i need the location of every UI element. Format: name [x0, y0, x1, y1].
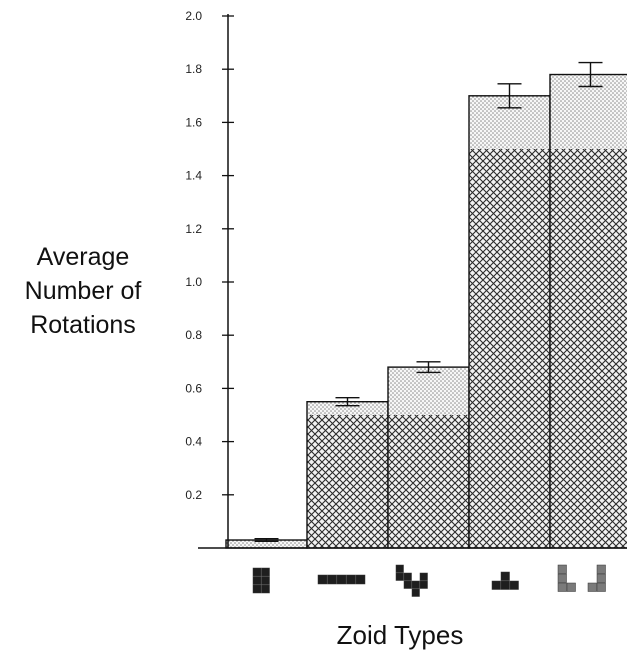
y-tick-label: 1.4: [185, 169, 202, 183]
square-zoid-icon: [252, 567, 270, 594]
l-j-zoid-icon-j: [587, 564, 606, 592]
bar-extra-L/J: [550, 74, 627, 149]
y-tick-label: 0.8: [185, 328, 202, 342]
bar-base-S/Z: [388, 415, 469, 548]
y-tick-label: 1.6: [185, 115, 202, 129]
y-tick-label: 1.2: [185, 222, 202, 236]
bar-base-L/J: [550, 149, 627, 548]
y-axis-label: Average Number of Rotations: [2, 240, 164, 342]
bar-base-line: [307, 415, 388, 548]
bar-base-T: [469, 149, 550, 548]
y-tick-label: 0.2: [185, 488, 202, 502]
y-axis-label-line-2: Number of: [24, 277, 142, 305]
y-tick-label: 1.0: [185, 275, 202, 289]
s-z-zoid-icon-s: [395, 564, 412, 589]
t-zoid-icon: [491, 571, 519, 590]
y-axis-label-line-3: Rotations: [30, 311, 136, 339]
y-axis-label-line-1: Average: [36, 243, 130, 271]
y-tick-label: 2.0: [185, 9, 202, 23]
s-z-zoid-icon-z: [411, 572, 428, 597]
bar-extra-line: [307, 401, 388, 415]
y-tick-label: 1.8: [185, 62, 202, 76]
bar-extra-square: [226, 540, 307, 548]
l-j-zoid-icon-l: [557, 564, 576, 592]
line-zoid-icon: [317, 574, 366, 585]
bar-extra-S/Z: [388, 367, 469, 415]
y-tick-label: 0.4: [185, 435, 202, 449]
y-tick-label: 0.6: [185, 381, 202, 395]
x-axis-label: Zoid Types: [336, 620, 464, 650]
